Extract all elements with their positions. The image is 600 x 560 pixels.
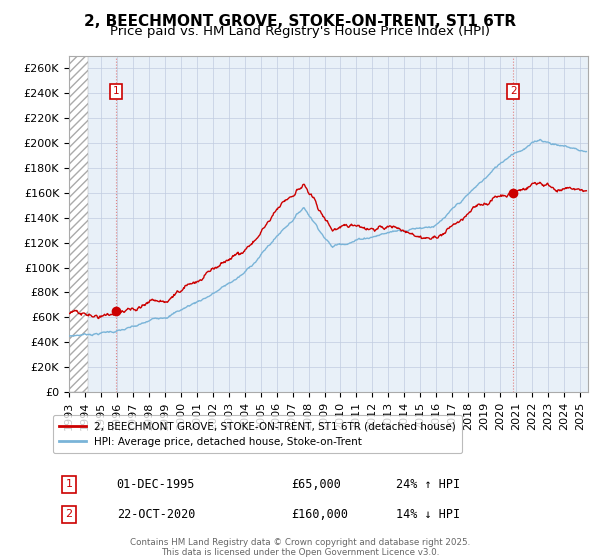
Text: £160,000: £160,000 <box>291 508 348 521</box>
Text: 01-DEC-1995: 01-DEC-1995 <box>116 478 195 491</box>
Text: 1: 1 <box>65 479 73 489</box>
Text: 14% ↓ HPI: 14% ↓ HPI <box>397 508 461 521</box>
Text: Price paid vs. HM Land Registry's House Price Index (HPI): Price paid vs. HM Land Registry's House … <box>110 25 490 38</box>
Text: 2: 2 <box>65 510 73 520</box>
Text: 2: 2 <box>510 86 517 96</box>
Text: 1: 1 <box>112 86 119 96</box>
Text: 22-OCT-2020: 22-OCT-2020 <box>116 508 195 521</box>
Text: 24% ↑ HPI: 24% ↑ HPI <box>397 478 461 491</box>
Text: Contains HM Land Registry data © Crown copyright and database right 2025.
This d: Contains HM Land Registry data © Crown c… <box>130 538 470 557</box>
Text: £65,000: £65,000 <box>291 478 341 491</box>
Text: 2, BEECHMONT GROVE, STOKE-ON-TRENT, ST1 6TR: 2, BEECHMONT GROVE, STOKE-ON-TRENT, ST1 … <box>84 14 516 29</box>
Legend: 2, BEECHMONT GROVE, STOKE-ON-TRENT, ST1 6TR (detached house), HPI: Average price: 2, BEECHMONT GROVE, STOKE-ON-TRENT, ST1 … <box>53 415 462 453</box>
